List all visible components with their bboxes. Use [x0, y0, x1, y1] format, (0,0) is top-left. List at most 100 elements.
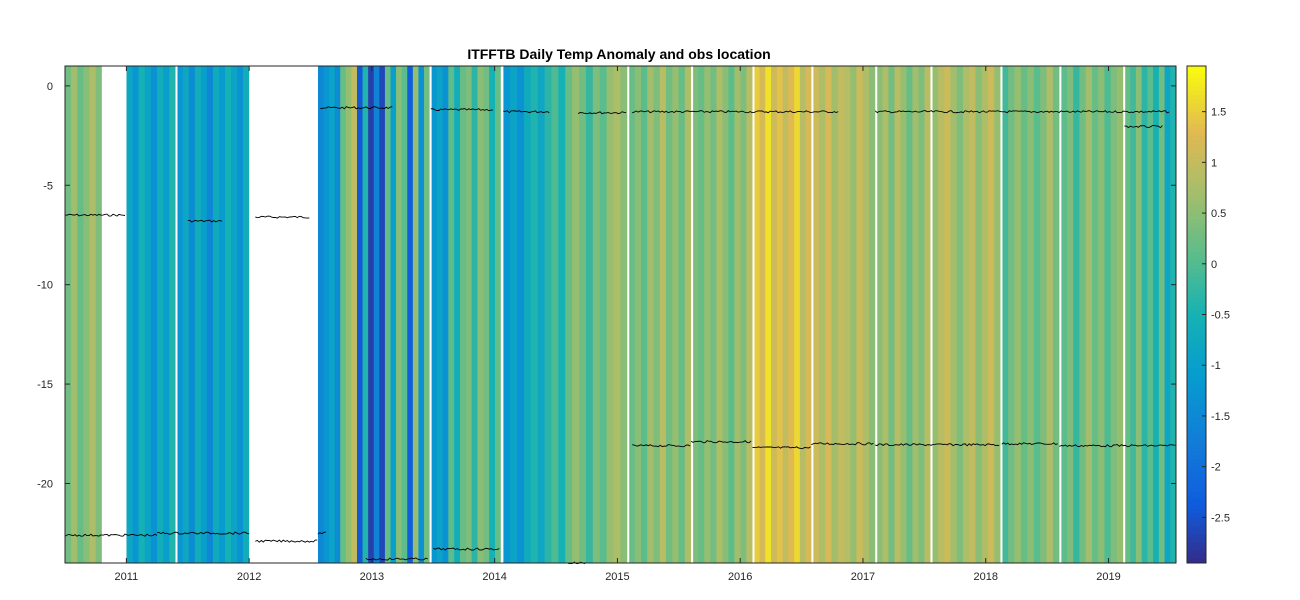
x-tick-label: 2012 — [237, 571, 261, 583]
colorbar-band — [1187, 318, 1206, 324]
anomaly-strip — [606, 66, 614, 563]
anomaly-strip — [379, 66, 386, 563]
colorbar-band — [1187, 434, 1206, 440]
colorbar-band — [1187, 157, 1206, 162]
anomaly-strip — [692, 66, 699, 563]
anomaly-strip — [888, 66, 895, 563]
anomaly-strip — [212, 66, 220, 563]
anomaly-strip — [1040, 66, 1047, 563]
y-tick-label: 0 — [47, 81, 53, 93]
obs-location-line — [1124, 125, 1163, 129]
colorbar-band — [1187, 525, 1206, 531]
anomaly-strip — [1091, 66, 1099, 563]
obs-location-line — [430, 108, 493, 112]
colorbar-band — [1187, 335, 1206, 340]
colorbar-band — [1187, 115, 1206, 121]
colorbar-band — [1187, 430, 1206, 436]
anomaly-strip — [599, 66, 607, 563]
anomaly-strip — [132, 66, 140, 563]
colorbar-band — [1187, 422, 1206, 427]
anomaly-strip — [200, 66, 208, 563]
anomaly-strip — [782, 66, 789, 563]
anomaly-strip — [517, 66, 525, 563]
anomaly-strip — [776, 66, 783, 563]
colorbar-band — [1187, 558, 1206, 564]
colorbar-band — [1187, 99, 1206, 104]
colorbar-band — [1187, 451, 1206, 456]
anomaly-strip — [362, 66, 369, 563]
anomaly-strip — [931, 66, 939, 563]
x-tick-label: 2013 — [360, 571, 384, 583]
colorbar-band — [1187, 372, 1206, 378]
anomaly-strip — [843, 66, 851, 563]
anomaly-strip — [218, 66, 226, 563]
anomaly-strip — [448, 66, 455, 563]
data-gap — [249, 66, 318, 563]
obs-location-line — [577, 111, 627, 115]
anomaly-strip — [746, 66, 753, 563]
colorbar-band — [1187, 132, 1206, 137]
colorbar-band — [1187, 277, 1206, 282]
colorbar-band — [1187, 521, 1206, 527]
anomaly-strip — [716, 66, 723, 563]
anomaly-strip — [176, 66, 184, 563]
anomaly-strip — [672, 66, 679, 563]
obs-location-line — [365, 557, 428, 561]
anomaly-strip — [65, 66, 72, 563]
anomaly-strip — [1046, 66, 1054, 563]
colorbar-band — [1187, 447, 1206, 452]
colorbar-band — [1187, 177, 1206, 183]
anomaly-strip — [1116, 66, 1124, 563]
anomaly-strip — [401, 66, 408, 563]
anomaly-strip — [882, 66, 889, 563]
obs-location-line — [1001, 442, 1058, 446]
colorbar-band — [1187, 66, 1206, 71]
colorbar-band — [1187, 210, 1206, 216]
anomaly-strip — [771, 66, 778, 563]
colorbar-tick-label: -0.5 — [1211, 310, 1230, 322]
anomaly-strip — [1027, 66, 1035, 563]
colorbar-band — [1187, 480, 1206, 485]
colorbar-band — [1187, 173, 1206, 179]
anomaly-strip — [544, 66, 552, 563]
anomaly-strip — [1020, 66, 1028, 563]
data-gap — [500, 66, 504, 563]
colorbar-band — [1187, 239, 1206, 245]
anomaly-strip — [368, 66, 375, 563]
anomaly-strip — [975, 66, 983, 563]
colorbar-band — [1187, 264, 1206, 270]
anomaly-strip — [1001, 66, 1009, 563]
colorbar-band — [1187, 206, 1206, 212]
anomaly-strip — [1008, 66, 1015, 563]
anomaly-strip — [918, 66, 925, 563]
x-tick-label: 2014 — [482, 571, 506, 583]
colorbar-band — [1187, 256, 1206, 262]
anomaly-strip — [71, 66, 78, 563]
anomaly-strip — [345, 66, 352, 563]
anomaly-strip — [956, 66, 964, 563]
colorbar-band — [1187, 384, 1206, 390]
anomaly-strip — [812, 66, 820, 563]
anomaly-strip — [1014, 66, 1022, 563]
anomaly-strip — [641, 66, 648, 563]
anomaly-strip — [77, 66, 84, 563]
colorbar-band — [1187, 376, 1206, 382]
anomaly-strip — [150, 66, 158, 563]
colorbar-band — [1187, 364, 1206, 369]
anomaly-strip — [436, 66, 443, 563]
colorbar-band — [1187, 426, 1206, 431]
anomaly-strip — [510, 66, 518, 563]
colorbar-band — [1187, 471, 1206, 477]
data-gap — [1059, 66, 1062, 563]
colorbar-tick-label: 0.5 — [1211, 208, 1226, 220]
anomaly-strip — [412, 66, 419, 563]
colorbar-band — [1187, 297, 1206, 303]
colorbar-band — [1187, 306, 1206, 311]
colorbar-band — [1187, 140, 1206, 146]
anomaly-strip — [194, 66, 202, 563]
colorbar-band — [1187, 119, 1206, 125]
anomaly-strip — [856, 66, 864, 563]
colorbar-band — [1187, 260, 1206, 266]
anomaly-strip — [89, 66, 97, 563]
data-gap — [1123, 66, 1126, 563]
